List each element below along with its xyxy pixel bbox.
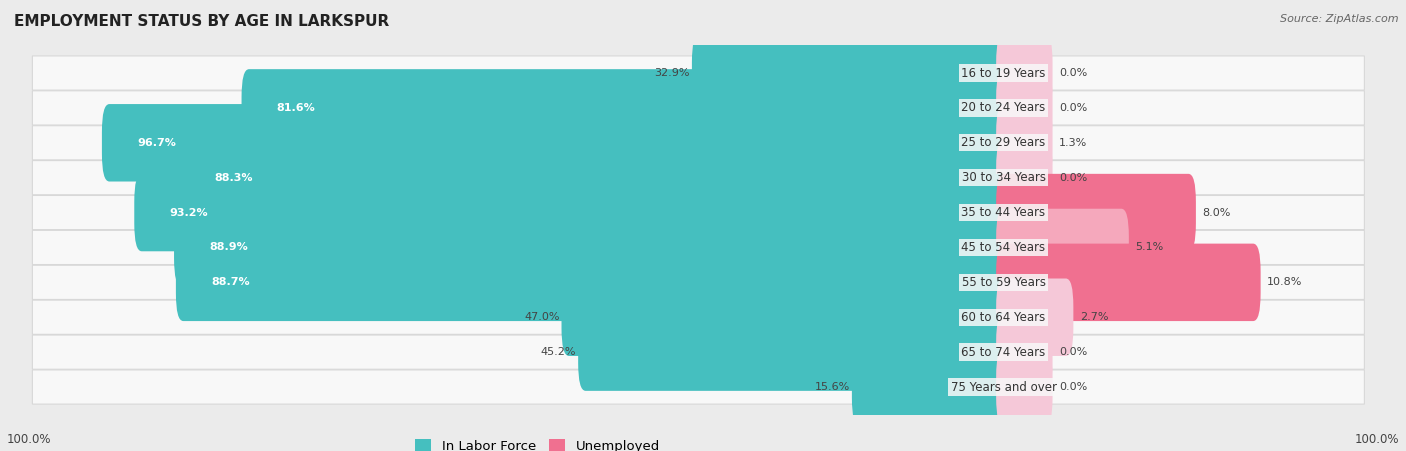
Text: Source: ZipAtlas.com: Source: ZipAtlas.com — [1281, 14, 1399, 23]
Text: 0.0%: 0.0% — [1059, 68, 1087, 78]
Text: 60 to 64 Years: 60 to 64 Years — [962, 311, 1046, 324]
Text: 5.1%: 5.1% — [1135, 243, 1164, 253]
Text: 45.2%: 45.2% — [541, 347, 576, 357]
Text: 1.3%: 1.3% — [1059, 138, 1087, 148]
FancyBboxPatch shape — [32, 195, 1364, 230]
Text: 100.0%: 100.0% — [1354, 433, 1399, 446]
FancyBboxPatch shape — [995, 244, 1261, 321]
FancyBboxPatch shape — [32, 126, 1364, 160]
FancyBboxPatch shape — [180, 139, 1011, 216]
FancyBboxPatch shape — [32, 161, 1364, 195]
Text: 96.7%: 96.7% — [136, 138, 176, 148]
Text: 2.7%: 2.7% — [1080, 312, 1108, 322]
FancyBboxPatch shape — [135, 174, 1011, 251]
FancyBboxPatch shape — [174, 209, 1011, 286]
FancyBboxPatch shape — [32, 56, 1364, 90]
Text: 81.6%: 81.6% — [277, 103, 315, 113]
FancyBboxPatch shape — [692, 34, 1011, 112]
FancyBboxPatch shape — [561, 279, 1011, 356]
FancyBboxPatch shape — [578, 313, 1011, 391]
Text: 35 to 44 Years: 35 to 44 Years — [962, 206, 1046, 219]
FancyBboxPatch shape — [995, 139, 1053, 216]
FancyBboxPatch shape — [995, 69, 1053, 147]
FancyBboxPatch shape — [32, 265, 1364, 299]
FancyBboxPatch shape — [101, 104, 1011, 181]
Text: 47.0%: 47.0% — [524, 312, 560, 322]
FancyBboxPatch shape — [32, 91, 1364, 125]
FancyBboxPatch shape — [995, 313, 1053, 391]
FancyBboxPatch shape — [852, 348, 1011, 426]
Text: 55 to 59 Years: 55 to 59 Years — [962, 276, 1046, 289]
FancyBboxPatch shape — [995, 279, 1073, 356]
Text: 16 to 19 Years: 16 to 19 Years — [962, 66, 1046, 79]
Text: 0.0%: 0.0% — [1059, 382, 1087, 392]
Text: 88.7%: 88.7% — [211, 277, 250, 287]
Text: 25 to 29 Years: 25 to 29 Years — [962, 136, 1046, 149]
FancyBboxPatch shape — [995, 348, 1053, 426]
FancyBboxPatch shape — [995, 34, 1053, 112]
Text: 0.0%: 0.0% — [1059, 103, 1087, 113]
Text: 20 to 24 Years: 20 to 24 Years — [962, 101, 1046, 115]
Text: 88.3%: 88.3% — [215, 173, 253, 183]
FancyBboxPatch shape — [242, 69, 1011, 147]
Text: EMPLOYMENT STATUS BY AGE IN LARKSPUR: EMPLOYMENT STATUS BY AGE IN LARKSPUR — [14, 14, 389, 28]
Text: 15.6%: 15.6% — [815, 382, 851, 392]
Text: 93.2%: 93.2% — [169, 207, 208, 217]
Text: 30 to 34 Years: 30 to 34 Years — [962, 171, 1046, 184]
Text: 100.0%: 100.0% — [7, 433, 52, 446]
Text: 75 Years and over: 75 Years and over — [950, 381, 1056, 394]
Legend: In Labor Force, Unemployed: In Labor Force, Unemployed — [415, 439, 659, 451]
FancyBboxPatch shape — [32, 300, 1364, 334]
FancyBboxPatch shape — [32, 335, 1364, 369]
Text: 65 to 74 Years: 65 to 74 Years — [962, 345, 1046, 359]
Text: 45 to 54 Years: 45 to 54 Years — [962, 241, 1046, 254]
FancyBboxPatch shape — [32, 230, 1364, 265]
FancyBboxPatch shape — [176, 244, 1011, 321]
FancyBboxPatch shape — [995, 209, 1129, 286]
FancyBboxPatch shape — [995, 104, 1053, 181]
FancyBboxPatch shape — [995, 174, 1197, 251]
Text: 88.9%: 88.9% — [209, 243, 247, 253]
Text: 0.0%: 0.0% — [1059, 173, 1087, 183]
Text: 0.0%: 0.0% — [1059, 347, 1087, 357]
FancyBboxPatch shape — [32, 370, 1364, 404]
Text: 8.0%: 8.0% — [1202, 207, 1230, 217]
Text: 10.8%: 10.8% — [1267, 277, 1302, 287]
Text: 32.9%: 32.9% — [655, 68, 690, 78]
